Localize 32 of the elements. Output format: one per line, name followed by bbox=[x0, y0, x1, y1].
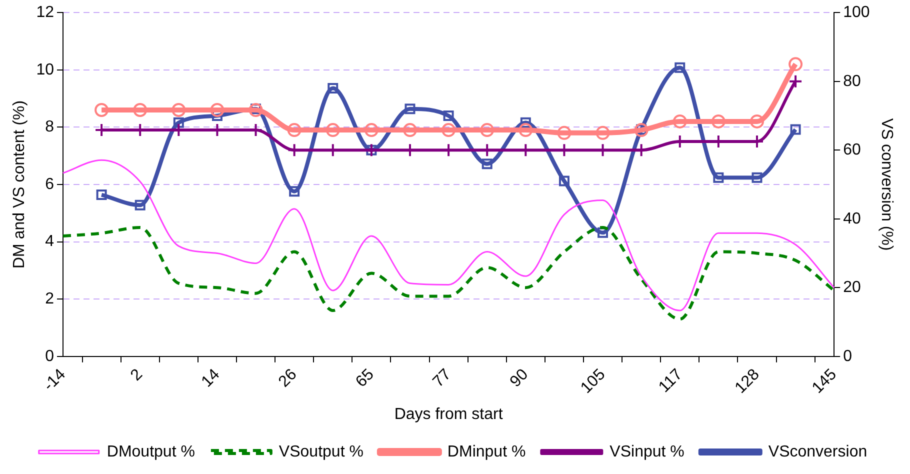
x-axis-title: Days from start bbox=[394, 406, 504, 423]
y2-tick-label: 40 bbox=[843, 210, 862, 228]
y-tick-label: 6 bbox=[45, 176, 54, 193]
x-tick-label: 77 bbox=[430, 366, 455, 391]
x-tick-label: 90 bbox=[507, 366, 532, 391]
x-tick-label: 26 bbox=[276, 366, 300, 391]
y2-axis-title: VS conversion (%) bbox=[878, 118, 895, 251]
x-tick-label: 117 bbox=[656, 366, 686, 396]
y2-tick-label: 60 bbox=[843, 142, 862, 159]
y-tick-label: 0 bbox=[45, 348, 54, 365]
legend-label: DMoutput % bbox=[106, 443, 195, 460]
y-tick-label: 12 bbox=[36, 4, 54, 22]
y-tick-label: 8 bbox=[45, 118, 54, 136]
legend-label: VSoutput % bbox=[278, 443, 364, 460]
x-tick-label: 14 bbox=[198, 366, 224, 391]
y-tick-label: 10 bbox=[36, 61, 54, 78]
x-tick-label: 2 bbox=[128, 366, 146, 384]
x-tick-label: -14 bbox=[40, 366, 70, 394]
legend-label: VSconversion bbox=[768, 443, 868, 460]
y-tick-label: 2 bbox=[45, 290, 54, 308]
legend-label: DMinput % bbox=[447, 443, 526, 460]
legend-label: VSinput % bbox=[610, 443, 684, 460]
y-axis-title: DM and VS content (%) bbox=[11, 100, 28, 269]
x-tick-label: 65 bbox=[352, 366, 378, 391]
x-tick-label: 105 bbox=[578, 366, 609, 397]
x-tick-label: 128 bbox=[732, 366, 764, 397]
y2-tick-label: 0 bbox=[843, 348, 852, 365]
y2-tick-label: 100 bbox=[843, 4, 870, 22]
x-tick-label: 145 bbox=[809, 366, 840, 397]
y2-tick-label: 20 bbox=[843, 279, 862, 296]
y2-tick-label: 80 bbox=[843, 72, 862, 90]
y-tick-label: 4 bbox=[45, 233, 54, 250]
